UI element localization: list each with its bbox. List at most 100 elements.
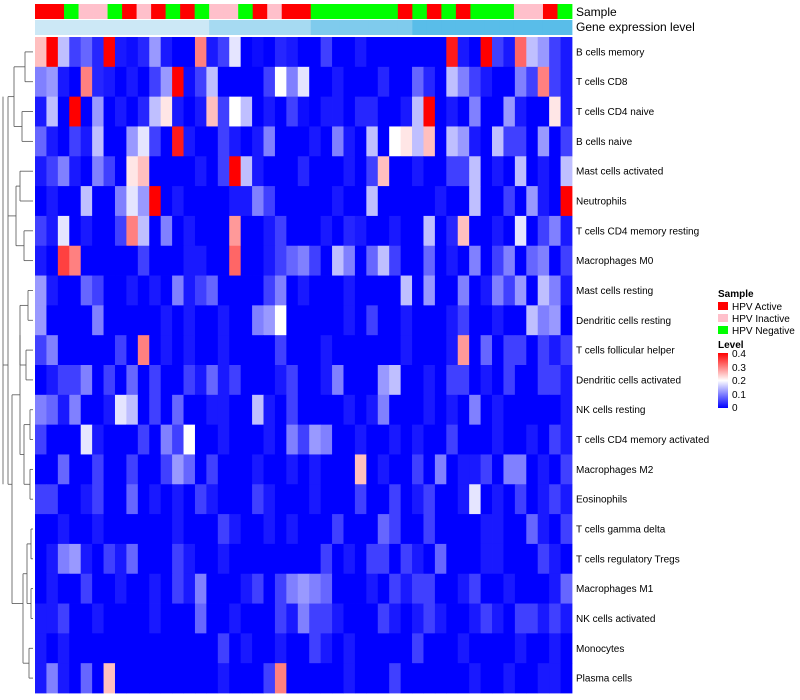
heatmap-cell <box>400 573 413 604</box>
heatmap-cell <box>423 335 436 366</box>
heatmap-cell <box>354 37 367 68</box>
sample-annotation-cell <box>209 4 225 19</box>
heatmap-cell <box>80 215 93 247</box>
heatmap-cell <box>514 186 527 217</box>
sample-annotation-cell <box>455 4 471 19</box>
heatmap-cell <box>492 96 504 127</box>
heatmap-cell <box>252 633 264 664</box>
heatmap-cell <box>457 424 470 455</box>
heatmap-cell <box>309 156 322 187</box>
heatmap-cell <box>354 126 367 157</box>
heatmap-cell <box>274 424 287 455</box>
heatmap-cell <box>46 275 59 306</box>
gene-expression-annotation-cell <box>397 20 413 35</box>
heatmap-cell <box>240 305 253 336</box>
row-dendrogram <box>2 51 33 679</box>
heatmap-cell <box>194 335 207 366</box>
heatmap-cell <box>160 663 173 694</box>
heatmap-cell <box>457 305 470 336</box>
heatmap-cell <box>434 484 447 515</box>
heatmap-cell <box>274 663 287 694</box>
heatmap-cell <box>297 454 310 485</box>
heatmap-cell <box>423 663 436 694</box>
heatmap-cell <box>126 424 139 455</box>
heatmap-cell <box>92 365 104 396</box>
heatmap-cell <box>263 305 276 336</box>
heatmap-cell <box>457 186 470 217</box>
heatmap-cell <box>57 305 70 336</box>
heatmap-cell <box>332 603 344 634</box>
heatmap-cell <box>400 633 413 664</box>
row-label: Mast cells activated <box>576 167 663 178</box>
gene-expression-annotation-cell <box>35 20 50 35</box>
heatmap-cell <box>320 186 333 217</box>
heatmap-cell <box>309 633 322 664</box>
heatmap-cell <box>549 275 561 306</box>
sample-annotation-cell <box>397 4 413 19</box>
heatmap-cell <box>537 663 550 694</box>
heatmap-cell <box>80 66 93 98</box>
heatmap-cell <box>217 633 230 664</box>
heatmap-cell <box>80 186 93 217</box>
heatmap-cell <box>526 96 539 127</box>
heatmap-cell <box>332 543 344 575</box>
heatmap-cell <box>183 186 196 217</box>
heatmap-cell <box>160 424 173 455</box>
heatmap-cell <box>297 573 310 604</box>
heatmap-cell <box>354 156 367 187</box>
heatmap-cell <box>240 514 253 545</box>
heatmap-cell <box>377 394 390 426</box>
heatmap-cell <box>389 454 402 485</box>
heatmap-cell <box>35 126 47 157</box>
heatmap-cell <box>103 424 116 455</box>
heatmap-cell <box>46 663 59 694</box>
heatmap-cell <box>332 335 344 366</box>
heatmap-cell <box>160 275 173 306</box>
heatmap-cell <box>343 37 356 68</box>
gene-expression-annotation-cell <box>310 20 326 35</box>
heatmap-cell <box>217 394 230 426</box>
heatmap-cell <box>514 573 527 604</box>
heatmap-cell <box>103 365 116 396</box>
heatmap-cell <box>286 663 299 694</box>
heatmap-cell <box>57 454 70 485</box>
heatmap-cell <box>343 186 356 217</box>
heatmap-cell <box>503 96 516 127</box>
heatmap-cell <box>286 573 299 604</box>
heatmap-cell <box>537 66 550 98</box>
gene-expression-annotation-cell <box>528 20 544 35</box>
heatmap-cell <box>354 305 367 336</box>
heatmap-cell <box>252 484 264 515</box>
heatmap-cell <box>160 305 173 336</box>
heatmap-cell <box>332 275 344 306</box>
row-label: Eosinophils <box>576 495 627 506</box>
heatmap-cell <box>526 454 539 485</box>
heatmap-cell <box>57 573 70 604</box>
heatmap-cell <box>412 96 424 127</box>
sample-annotation-cell <box>267 4 283 19</box>
heatmap-cell <box>252 365 264 396</box>
heatmap-cell <box>492 394 504 426</box>
heatmap-cell <box>126 305 139 336</box>
heatmap-cell <box>263 245 276 276</box>
heatmap-cell <box>537 394 550 426</box>
heatmap-cell <box>149 543 162 575</box>
heatmap-cell <box>332 454 344 485</box>
heatmap-cell <box>297 305 310 336</box>
heatmap-cell <box>560 543 573 575</box>
heatmap-cell <box>172 365 184 396</box>
heatmap-cell <box>114 275 127 306</box>
heatmap-cell <box>560 96 573 127</box>
heatmap-cell <box>217 96 230 127</box>
heatmap-cell <box>412 305 424 336</box>
heatmap-cell <box>149 66 162 98</box>
heatmap-cell <box>149 215 162 247</box>
heatmap-cell <box>423 543 436 575</box>
heatmap-cell <box>412 275 424 306</box>
row-label: Dendritic cells resting <box>576 316 671 327</box>
heatmap-cell <box>172 603 184 634</box>
heatmap-cell <box>469 365 481 396</box>
heatmap-cell <box>35 663 47 694</box>
heatmap-cell <box>263 663 276 694</box>
heatmap-cell <box>377 245 390 276</box>
